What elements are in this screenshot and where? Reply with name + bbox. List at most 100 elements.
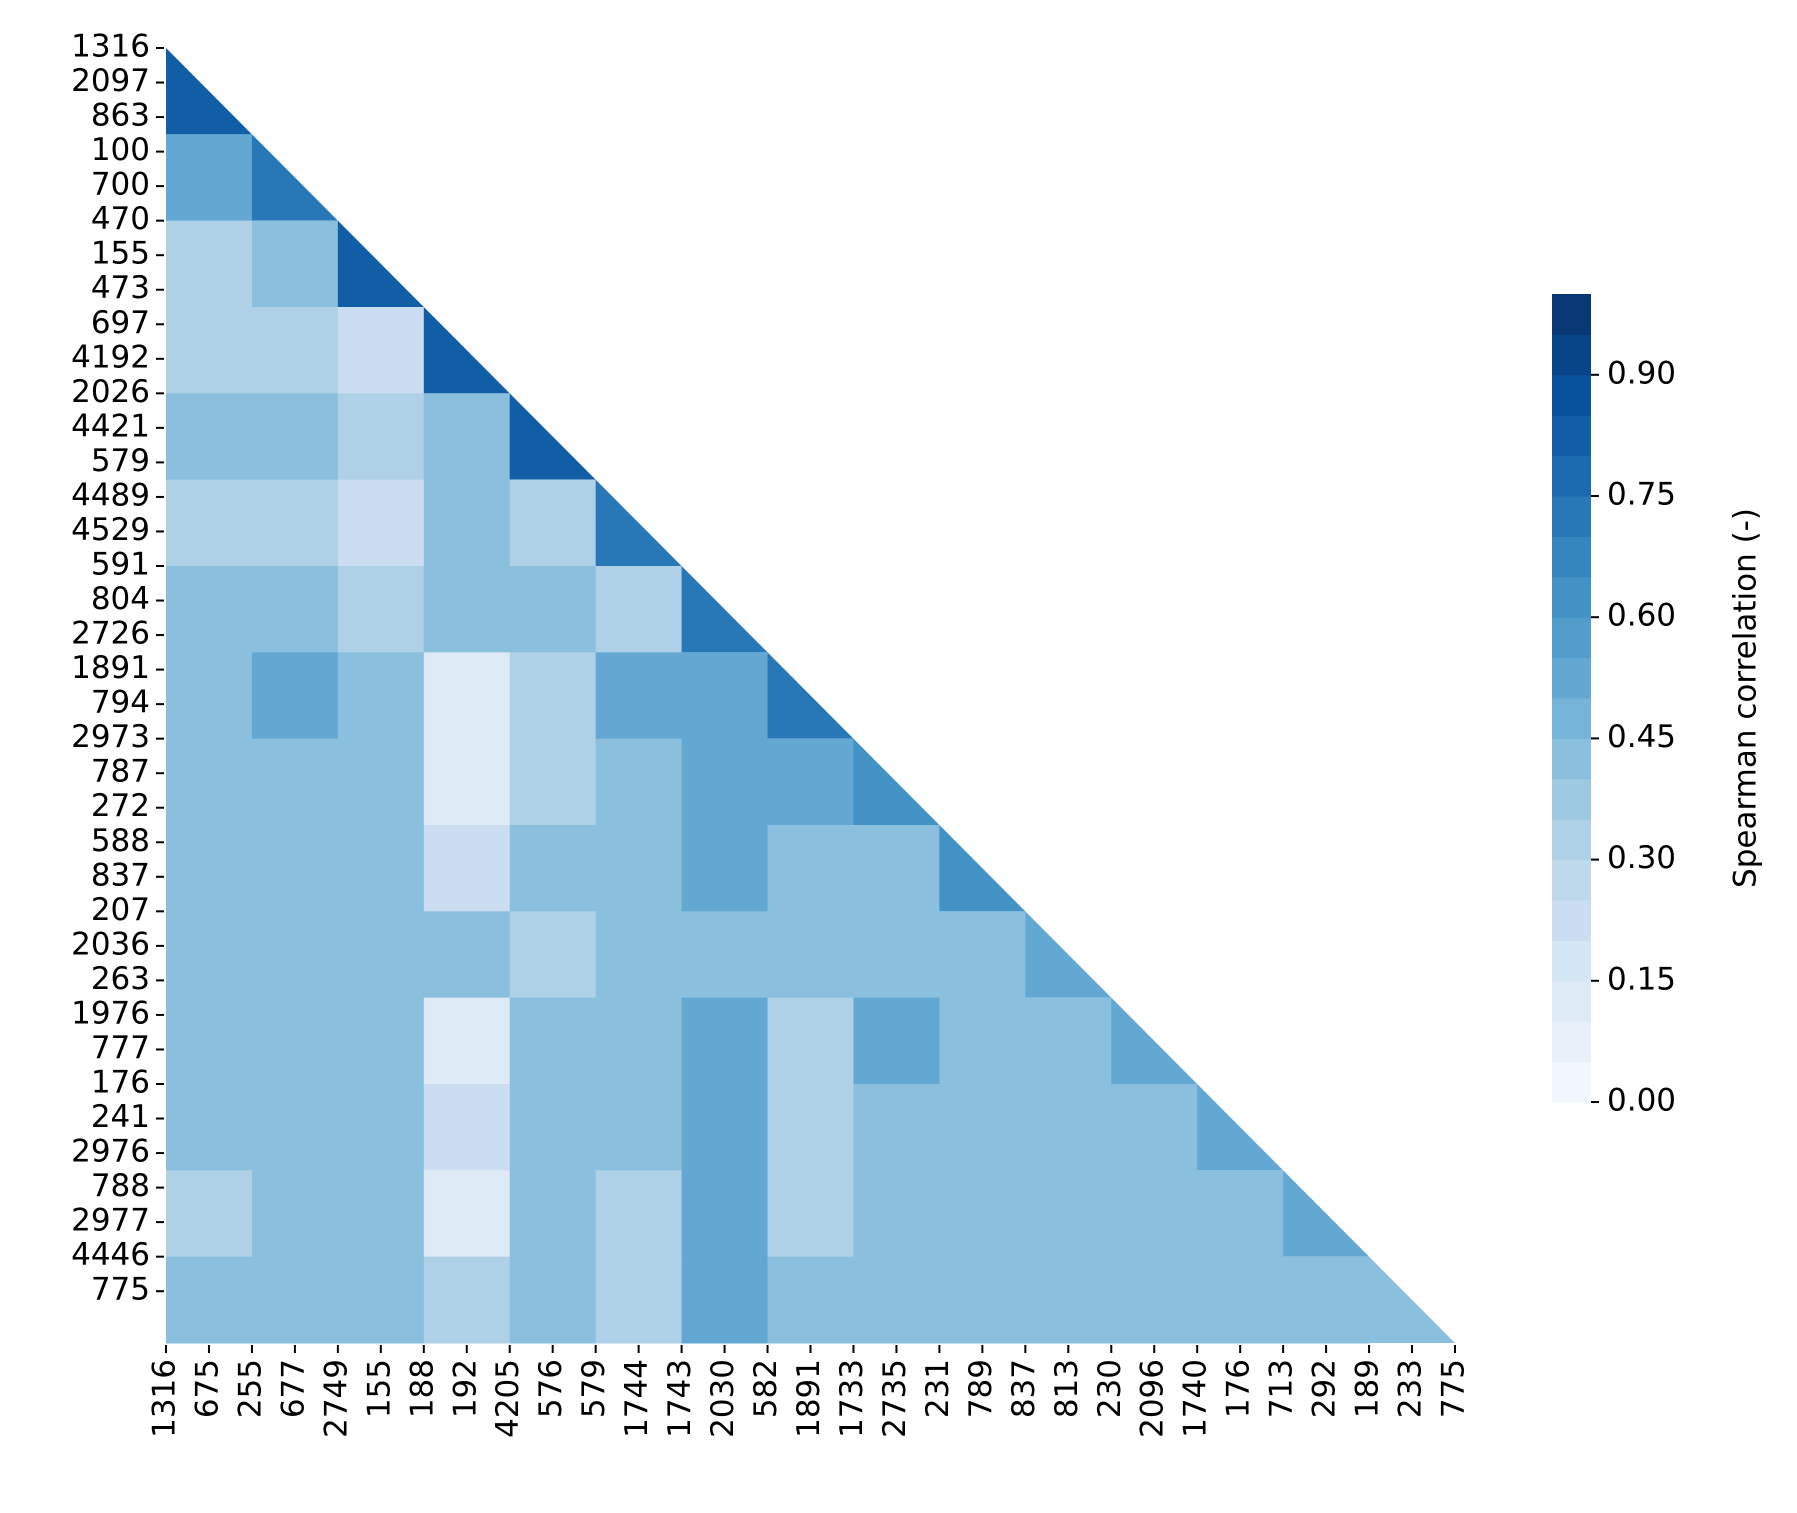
heatmap-cell: [767, 738, 854, 826]
y-tick-label: 1316: [71, 29, 150, 65]
heatmap-cell: [509, 652, 597, 740]
y-tick-label: 2977: [71, 1203, 150, 1239]
x-tick-label: 2749: [318, 1359, 354, 1438]
x-tick-label: 176: [1221, 1359, 1257, 1418]
heatmap-cell: [853, 1256, 940, 1344]
heatmap-cell: [767, 1084, 854, 1171]
heatmap-cell: [767, 997, 854, 1085]
heatmap-cell: [853, 738, 940, 825]
y-tick-label: 207: [91, 892, 150, 928]
heatmap-cell: [251, 997, 339, 1085]
y-tick-label: 4529: [71, 512, 150, 548]
y-tick-label: 775: [91, 1272, 150, 1308]
heatmap-cell: [509, 566, 597, 653]
y-tick-label: 777: [91, 1030, 150, 1066]
y-tick-label: 804: [91, 581, 150, 617]
y-tick-label: 155: [91, 236, 150, 272]
colorbar-segment: [1552, 617, 1591, 659]
heatmap-cell: [166, 48, 252, 135]
x-tick-label: 188: [404, 1359, 440, 1418]
heatmap-cell: [251, 1170, 339, 1258]
y-tick-label: 4446: [71, 1237, 150, 1273]
x-tick-label: 579: [576, 1359, 612, 1418]
colorbar-segment: [1552, 576, 1591, 618]
y-tick-label: 2036: [71, 926, 150, 962]
heatmap-cell: [939, 825, 1026, 912]
heatmap-cell: [337, 652, 425, 740]
heatmap-cell: [595, 1170, 683, 1258]
colorbar-segment: [1552, 778, 1591, 820]
heatmap-cell: [595, 566, 683, 653]
y-tick-label: 100: [91, 132, 150, 168]
x-tick-label: 292: [1307, 1359, 1343, 1418]
colorbar-segment: [1552, 698, 1591, 739]
colorbar-segment: [1552, 1061, 1591, 1103]
heatmap-cell: [509, 911, 597, 999]
x-tick-label: 582: [748, 1359, 784, 1418]
x-tick-label: 675: [189, 1359, 225, 1418]
x-tick-label: 2735: [877, 1359, 913, 1438]
colorbar-segment: [1552, 657, 1591, 699]
heatmap-cell: [1025, 1170, 1112, 1258]
heatmap-cell: [681, 738, 769, 826]
heatmap-cell: [509, 479, 597, 567]
heatmap-cell: [595, 911, 683, 999]
heatmap-cell: [423, 307, 510, 394]
heatmap-cell: [423, 479, 511, 567]
heatmap-cell: [166, 134, 253, 222]
colorbar-tick-label: 0.15: [1607, 961, 1676, 997]
heatmap-cell: [251, 1256, 339, 1344]
y-tick-label: 2026: [71, 374, 150, 410]
heatmap-cell: [423, 1084, 511, 1171]
heatmap-cell: [166, 393, 253, 481]
heatmap-cell: [853, 1170, 940, 1258]
y-tick-label: 579: [91, 443, 150, 479]
y-tick-label: 697: [91, 305, 150, 341]
x-tick-label: 1733: [834, 1359, 870, 1438]
heatmap-cell: [509, 825, 597, 912]
x-tick-label: 230: [1092, 1359, 1128, 1418]
heatmap-cell: [1197, 1170, 1284, 1258]
heatmap-cell: [251, 479, 339, 567]
heatmap-cell: [166, 1256, 253, 1344]
heatmap-cell: [681, 911, 769, 999]
heatmap-cell: [509, 738, 597, 826]
y-tick-label: 4421: [71, 408, 150, 444]
y-tick-label: 272: [91, 788, 150, 824]
colorbar-tick-label: 0.75: [1607, 477, 1676, 513]
x-tick-label: 2096: [1135, 1359, 1171, 1438]
colorbar-tick-label: 0.45: [1607, 719, 1676, 755]
heatmap-cell: [853, 997, 940, 1085]
heatmap-cell: [251, 652, 339, 740]
heatmap-cell: [251, 566, 339, 653]
heatmap-cell: [166, 566, 253, 653]
heatmap-cell: [251, 738, 339, 826]
heatmap-cell: [1111, 1170, 1198, 1258]
x-tick-label: 677: [275, 1359, 311, 1418]
heatmap-cell: [166, 479, 253, 567]
x-tick-label: 837: [1006, 1359, 1042, 1418]
heatmap-cell: [337, 738, 425, 826]
heatmap-cell: [337, 1256, 425, 1344]
heatmap-cell: [166, 1084, 253, 1171]
heatmap-cell: [509, 1256, 597, 1344]
x-tick-label: 1744: [619, 1359, 655, 1438]
colorbar-segment: [1552, 455, 1591, 497]
x-tick-label: 1891: [791, 1359, 827, 1438]
heatmap-cell: [423, 825, 511, 912]
heatmap-cell: [939, 911, 1026, 999]
heatmap-cell: [251, 220, 339, 308]
y-tick-label: 588: [91, 823, 150, 859]
colorbar-tick-label: 0.60: [1607, 598, 1676, 634]
colorbar-tick-label: 0.00: [1607, 1083, 1676, 1119]
heatmap-cell: [595, 738, 683, 826]
heatmap-cell: [166, 307, 253, 394]
y-tick-label: 794: [91, 685, 150, 721]
heatmap-cell: [337, 825, 425, 912]
heatmap-cell: [939, 1170, 1026, 1258]
heatmap-cell: [681, 825, 769, 912]
colorbar-segment: [1552, 859, 1591, 901]
heatmap-cell: [251, 134, 338, 221]
heatmap-cell: [337, 479, 425, 567]
